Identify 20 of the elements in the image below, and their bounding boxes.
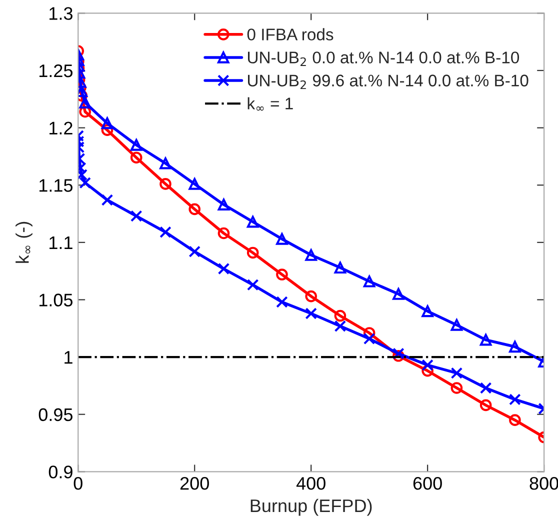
x-axis-title: Burnup (EFPD)	[250, 498, 372, 516]
y-tick-label: 1.25	[40, 64, 73, 78]
x-tick-label: 800	[530, 477, 558, 490]
legend-label: UN-UB$_{2}$ 99.6 at.% N-14 0.0 at.% B-10	[248, 74, 528, 90]
y-axis-title: k$_{∞}$ (-)	[16, 222, 32, 263]
y-tick-label: 1.2	[50, 122, 72, 134]
y-tick-label: 0.95	[38, 408, 73, 422]
y-tick-label: 1.15	[40, 179, 73, 192]
x-tick-label: 400	[296, 477, 326, 490]
x-tick-label: 600	[413, 477, 442, 490]
y-tick-label: 1.1	[50, 236, 72, 249]
x-tick-label: 200	[180, 477, 209, 490]
legend-label: UN-UB$_{2}$ 0.0 at.% N-14 0.0 at.% B-10	[248, 52, 520, 66]
legend-label: k$_{∞}$ = 1	[248, 97, 293, 111]
y-tick-label: 1.3	[50, 7, 72, 20]
legend-label: 0 IFBA rods	[247, 28, 334, 40]
y-tick-label: 0.9	[48, 466, 72, 478]
x-tick-label: 0	[74, 477, 82, 490]
y-tick-label: 1	[64, 351, 72, 364]
y-tick-label: 1.05	[40, 294, 73, 306]
